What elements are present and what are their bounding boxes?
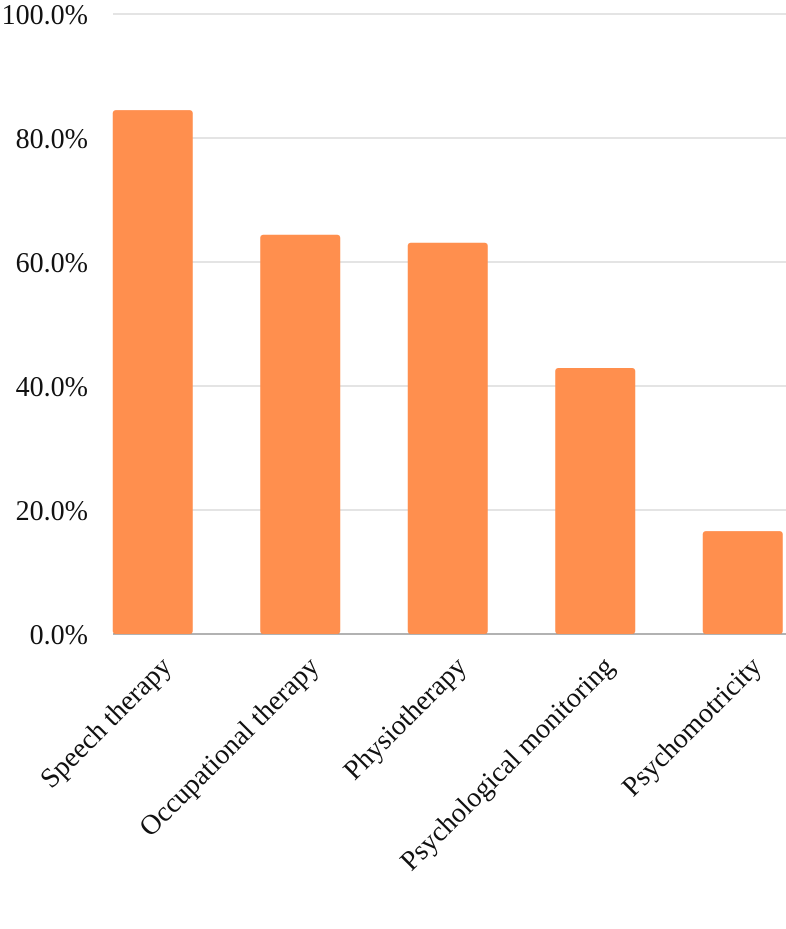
y-tick-label: 100.0% bbox=[2, 0, 88, 31]
x-tick-label: Psychomotricity bbox=[616, 651, 768, 803]
x-tick-label: Physiotherapy bbox=[337, 651, 472, 786]
y-tick-label: 40.0% bbox=[16, 372, 88, 403]
x-tick-label: Speech therapy bbox=[34, 651, 177, 794]
bar bbox=[702, 531, 783, 634]
bar bbox=[260, 234, 341, 634]
y-tick-label: 60.0% bbox=[16, 248, 88, 279]
y-tick-label: 0.0% bbox=[30, 620, 88, 651]
y-tick-label: 20.0% bbox=[16, 496, 88, 527]
bar bbox=[407, 242, 488, 634]
y-tick-label: 80.0% bbox=[16, 124, 88, 155]
bar bbox=[555, 368, 636, 634]
bar bbox=[112, 110, 193, 635]
